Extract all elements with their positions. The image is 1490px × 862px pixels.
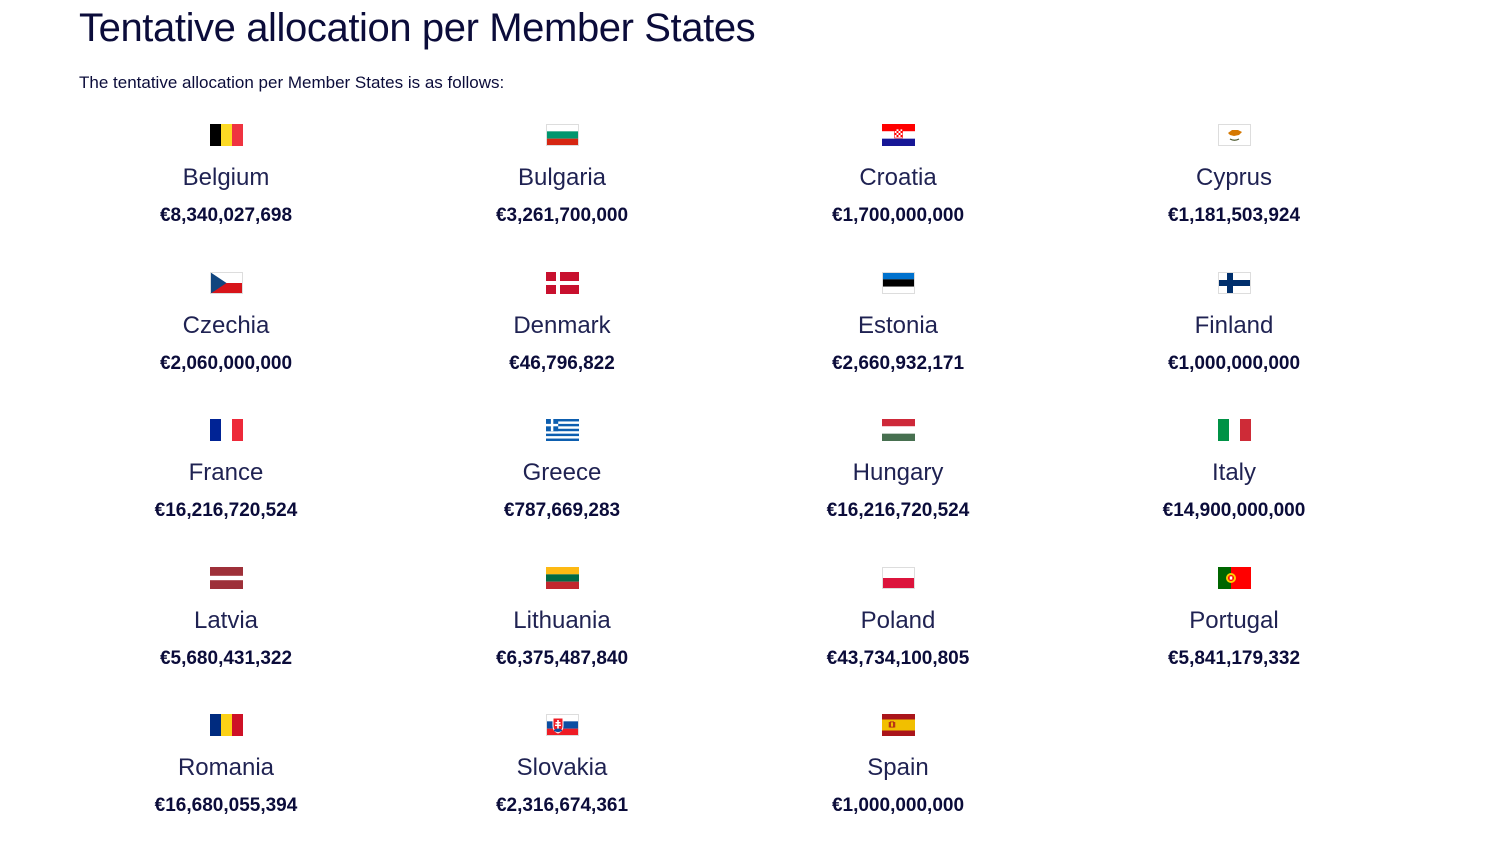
country-allocation-grid: Belgium €8,340,027,698 Bulgaria €3,261,7…: [58, 124, 1402, 862]
country-card-greece: Greece €787,669,283: [394, 419, 730, 567]
allocation-amount: €14,900,000,000: [1162, 500, 1306, 521]
allocation-amount: €5,680,431,322: [159, 647, 293, 669]
country-name: Romania: [177, 754, 275, 781]
cyprus-flag-icon: [1217, 124, 1251, 146]
allocation-amount: €16,216,720,524: [826, 500, 970, 521]
intro-text: The tentative allocation per Member Stat…: [79, 73, 505, 92]
country-name: Greece: [522, 459, 602, 486]
country-card-belgium: Belgium €8,340,027,698: [58, 124, 394, 272]
country-name: Belgium: [182, 164, 270, 191]
finland-flag-icon: [1217, 271, 1251, 294]
allocation-amount: €46,796,822: [509, 352, 615, 374]
france-flag-icon: [209, 419, 243, 441]
allocation-amount: €2,660,932,171: [831, 352, 965, 374]
lithuania-flag-icon: [545, 566, 579, 589]
romania-flag-icon: [209, 714, 243, 736]
country-card-lithuania: Lithuania €6,375,487,840: [394, 566, 730, 715]
latvia-flag-icon: [209, 566, 243, 589]
country-card-spain: Spain €1,000,000,000: [730, 714, 1066, 862]
country-card-czechia: Czechia €2,060,000,000: [58, 271, 394, 420]
country-card-italy: Italy €14,900,000,000: [1066, 419, 1402, 567]
denmark-flag-icon: [545, 271, 579, 294]
czechia-flag-icon: [209, 271, 243, 294]
country-card-cyprus: Cyprus €1,181,503,924: [1066, 124, 1402, 272]
country-name: Bulgaria: [517, 164, 607, 191]
poland-flag-icon: [881, 566, 915, 589]
country-card-poland: Poland €43,734,100,805: [730, 566, 1066, 715]
country-card-finland: Finland €1,000,000,000: [1066, 271, 1402, 420]
allocation-amount: €16,216,720,524: [154, 500, 298, 521]
country-card-estonia: Estonia €2,660,932,171: [730, 271, 1066, 420]
country-name: Latvia: [193, 606, 259, 634]
allocation-amount: €787,669,283: [503, 500, 621, 521]
country-name: Cyprus: [1195, 164, 1273, 191]
country-card-romania: Romania €16,680,055,394: [58, 714, 394, 862]
country-name: Poland: [860, 606, 936, 634]
spain-flag-icon: [881, 714, 915, 736]
italy-flag-icon: [1217, 419, 1251, 441]
country-card-latvia: Latvia €5,680,431,322: [58, 566, 394, 715]
country-card-croatia: Croatia €1,700,000,000: [730, 124, 1066, 272]
country-name: Czechia: [182, 311, 270, 339]
estonia-flag-icon: [881, 271, 915, 294]
allocation-amount: €1,000,000,000: [1167, 352, 1301, 374]
country-card-denmark: Denmark €46,796,822: [394, 271, 730, 420]
allocation-amount: €1,000,000,000: [831, 795, 965, 816]
slovakia-flag-icon: [545, 714, 579, 736]
country-card-hungary: Hungary €16,216,720,524: [730, 419, 1066, 567]
allocation-amount: €3,261,700,000: [495, 205, 629, 226]
allocation-amount: €43,734,100,805: [826, 647, 970, 669]
country-name: Denmark: [513, 311, 611, 339]
hungary-flag-icon: [881, 419, 915, 441]
country-name: Hungary: [852, 459, 944, 486]
country-name: Lithuania: [513, 606, 611, 634]
greece-flag-icon: [545, 419, 579, 441]
allocation-amount: €6,375,487,840: [495, 647, 629, 669]
country-card-portugal: Portugal €5,841,179,332: [1066, 566, 1402, 715]
country-name: Estonia: [857, 311, 939, 339]
allocation-amount: €1,181,503,924: [1167, 205, 1301, 226]
country-name: France: [188, 459, 264, 486]
allocation-amount: €2,316,674,361: [495, 795, 629, 816]
country-name: Spain: [867, 754, 929, 781]
page-title: Tentative allocation per Member States: [79, 6, 756, 50]
belgium-flag-icon: [209, 124, 243, 146]
country-name: Italy: [1211, 459, 1256, 486]
allocation-amount: €1,700,000,000: [831, 205, 965, 226]
country-name: Slovakia: [516, 754, 608, 781]
country-card-slovakia: Slovakia €2,316,674,361: [394, 714, 730, 862]
bulgaria-flag-icon: [545, 124, 579, 146]
country-card-france: France €16,216,720,524: [58, 419, 394, 567]
allocation-amount: €16,680,055,394: [154, 795, 298, 816]
country-name: Croatia: [859, 164, 937, 191]
country-name: Portugal: [1189, 606, 1279, 634]
allocation-amount: €2,060,000,000: [159, 352, 293, 374]
portugal-flag-icon: [1217, 566, 1251, 589]
country-name: Finland: [1194, 311, 1274, 339]
allocation-amount: €8,340,027,698: [159, 205, 293, 226]
country-card-bulgaria: Bulgaria €3,261,700,000: [394, 124, 730, 272]
allocation-amount: €5,841,179,332: [1167, 647, 1301, 669]
croatia-flag-icon: [881, 124, 915, 146]
